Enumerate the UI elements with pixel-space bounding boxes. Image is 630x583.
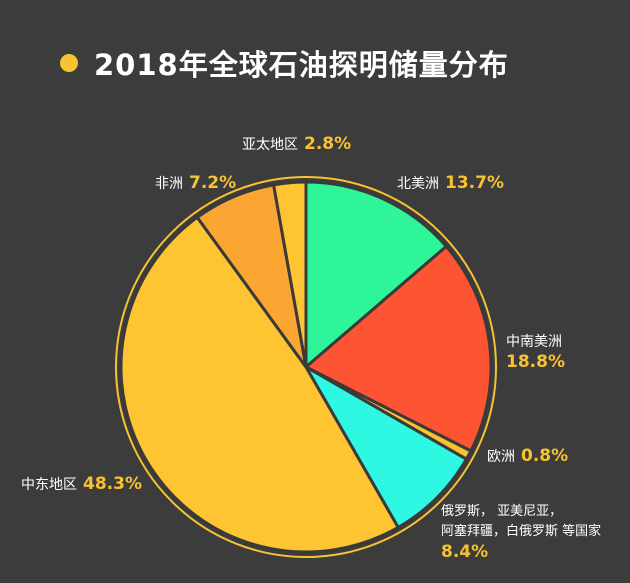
slice-pct-cis: 8.4%: [441, 542, 489, 562]
slice-name-cis-line2: 阿塞拜疆，白俄罗斯 等国家: [441, 524, 602, 539]
slice-name-cis-line1: 俄罗斯， 亚美尼亚，: [441, 504, 563, 519]
slice-name-europe: 欧洲: [487, 449, 515, 465]
slice-label-south-america: 中南美洲 18.8%: [506, 332, 565, 372]
slice-pct-africa: 7.2%: [189, 173, 237, 193]
pie-slice-south-america: [304, 244, 493, 453]
slice-pct-south-america: 18.8%: [506, 352, 565, 372]
pie-outer-ring: [115, 176, 497, 558]
slice-label-europe: 欧洲 0.8%: [487, 446, 568, 467]
slice-pct-europe: 0.8%: [521, 446, 569, 466]
slice-name-middle-east: 中东地区: [21, 477, 77, 493]
slice-name-south-america: 中南美洲: [506, 334, 562, 350]
slice-label-asia-pacific: 亚太地区 2.8%: [242, 134, 351, 155]
slice-pct-north-america: 13.7%: [445, 173, 504, 193]
bullet-dot-icon: [60, 54, 78, 72]
pie-slice-asia-pacific: [272, 180, 308, 369]
pie-slice-north-america: [304, 180, 448, 369]
slice-label-north-america: 北美洲 13.7%: [397, 173, 504, 194]
slice-name-africa: 非洲: [155, 176, 183, 192]
slice-pct-asia-pacific: 2.8%: [304, 134, 352, 154]
slice-label-cis: 俄罗斯， 亚美尼亚， 阿塞拜疆，白俄罗斯 等国家 8.4%: [441, 502, 601, 562]
slice-label-africa: 非洲 7.2%: [155, 173, 236, 194]
slice-pct-middle-east: 48.3%: [83, 474, 142, 494]
slice-name-asia-pacific: 亚太地区: [242, 137, 298, 153]
slice-label-middle-east: 中东地区 48.3%: [21, 474, 142, 495]
chart-title: 2018年全球石油探明储量分布: [94, 48, 509, 82]
pie-slice-cis: [304, 365, 468, 529]
slice-name-north-america: 北美洲: [397, 176, 439, 192]
chart-header: 2018年全球石油探明储量分布: [60, 38, 509, 88]
pie-slice-middle-east: [119, 215, 400, 554]
